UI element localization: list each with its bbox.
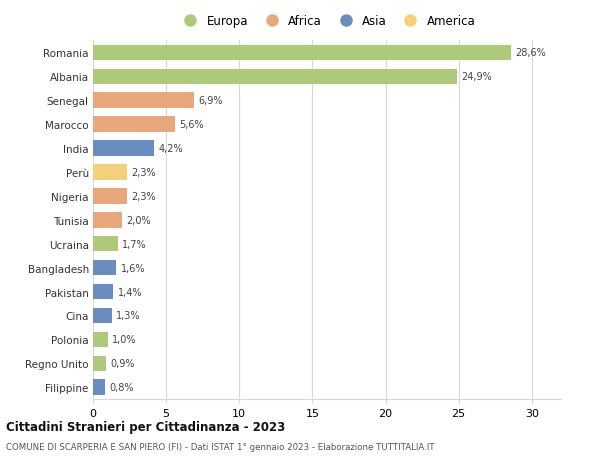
Text: 2,3%: 2,3%: [131, 191, 155, 202]
Bar: [93, 117, 175, 133]
Bar: [93, 380, 105, 395]
Text: 1,6%: 1,6%: [121, 263, 145, 273]
Text: 6,9%: 6,9%: [198, 96, 223, 106]
Text: 24,9%: 24,9%: [461, 72, 493, 82]
Bar: [93, 260, 116, 276]
Bar: [93, 165, 127, 180]
Bar: [93, 236, 118, 252]
Text: 2,0%: 2,0%: [127, 215, 151, 225]
Bar: [93, 141, 154, 157]
Text: 1,0%: 1,0%: [112, 335, 137, 345]
Text: 1,4%: 1,4%: [118, 287, 142, 297]
Text: 1,3%: 1,3%: [116, 311, 141, 321]
Text: 28,6%: 28,6%: [515, 48, 547, 58]
Text: 4,2%: 4,2%: [159, 144, 184, 154]
Bar: [93, 213, 122, 228]
Bar: [93, 189, 127, 204]
Bar: [93, 45, 511, 61]
Text: Cittadini Stranieri per Cittadinanza - 2023: Cittadini Stranieri per Cittadinanza - 2…: [6, 420, 285, 433]
Text: 0,8%: 0,8%: [109, 382, 134, 392]
Bar: [93, 69, 457, 85]
Text: 5,6%: 5,6%: [179, 120, 204, 130]
Text: COMUNE DI SCARPERIA E SAN PIERO (FI) - Dati ISTAT 1° gennaio 2023 - Elaborazione: COMUNE DI SCARPERIA E SAN PIERO (FI) - D…: [6, 442, 434, 451]
Legend: Europa, Africa, Asia, America: Europa, Africa, Asia, America: [178, 15, 476, 28]
Text: 2,3%: 2,3%: [131, 168, 155, 178]
Text: 1,7%: 1,7%: [122, 239, 147, 249]
Bar: [93, 284, 113, 300]
Bar: [93, 93, 194, 109]
Bar: [93, 332, 107, 347]
Bar: [93, 356, 106, 371]
Bar: [93, 308, 112, 324]
Text: 0,9%: 0,9%: [110, 358, 135, 369]
